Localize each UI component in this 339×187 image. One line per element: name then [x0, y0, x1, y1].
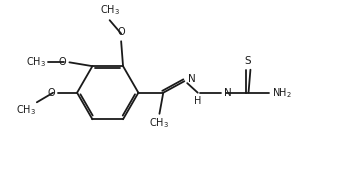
Text: NH$_2$: NH$_2$ [272, 86, 292, 100]
Text: N: N [188, 74, 196, 84]
Text: CH$_3$: CH$_3$ [149, 117, 170, 131]
Text: CH$_3$: CH$_3$ [100, 4, 120, 17]
Text: O: O [117, 27, 125, 37]
Text: CH$_3$: CH$_3$ [26, 55, 46, 69]
Text: H: H [194, 96, 201, 106]
Text: CH$_3$: CH$_3$ [16, 103, 36, 117]
Text: O: O [59, 57, 66, 67]
Text: S: S [244, 56, 251, 66]
Text: N: N [224, 88, 231, 98]
Text: O: O [47, 88, 55, 98]
